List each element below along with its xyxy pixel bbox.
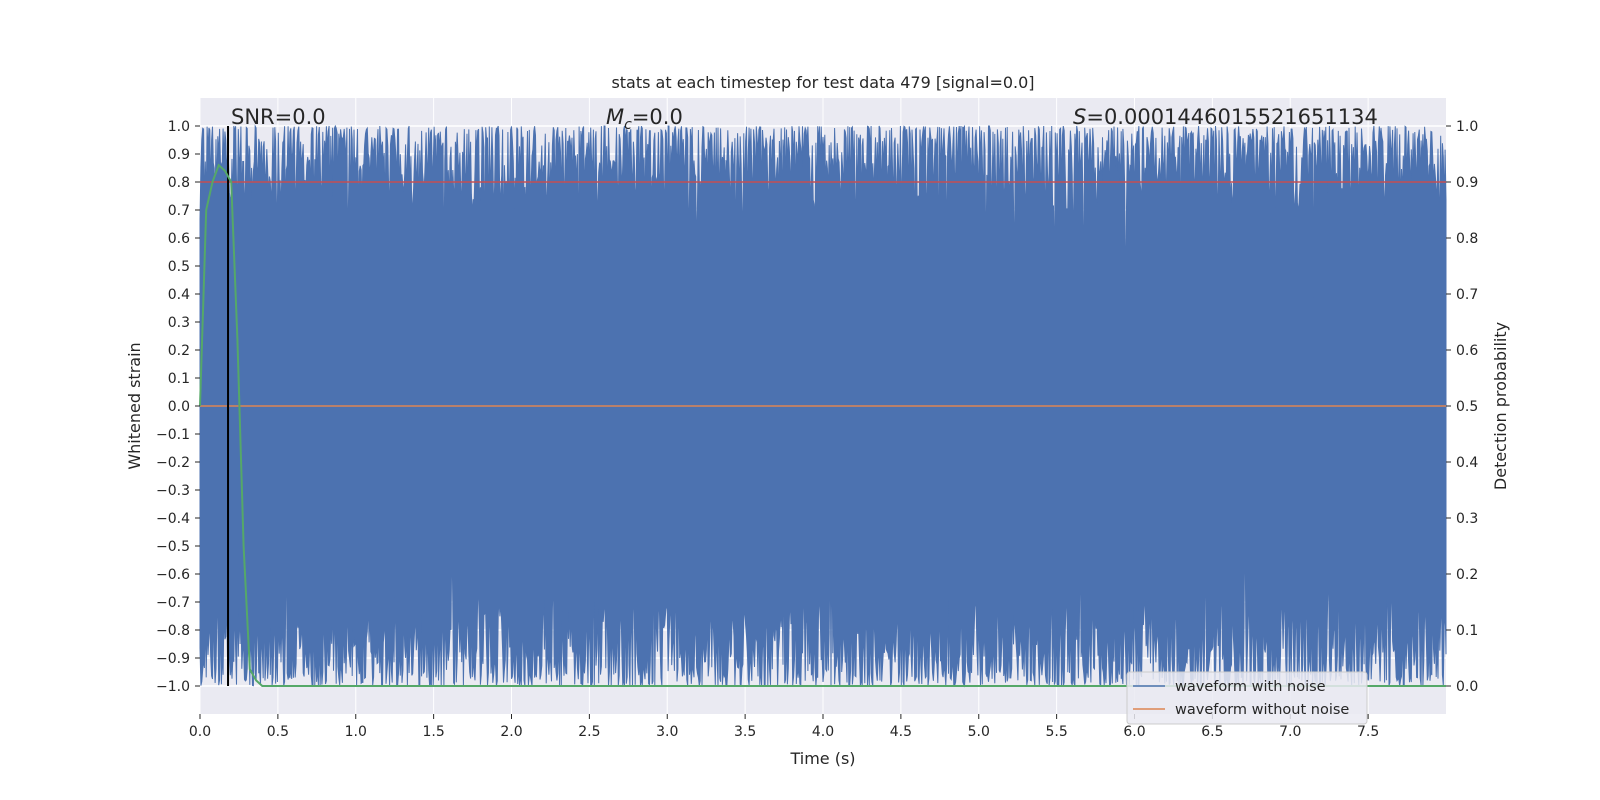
x-tick-label-12: 6.0 [1123,724,1145,740]
y-left-tick-label-7: 0.3 [168,315,190,331]
x-axis: 0.0 0.5 1.0 1.5 2.0 2.5 3.0 3.5 4.0 4.5 5.0 5.5 6.0 6… [189,714,1379,740]
overlays [199,126,1446,687]
right-axis-title: Detection probability [1491,322,1510,490]
x-tick-label-6: 3.0 [656,724,678,740]
x-tick-label-5: 2.5 [578,724,600,740]
x-tick-label-9: 4.5 [890,724,912,740]
mc-subscript: c [624,117,632,133]
chart-title: stats at each timestep for test data 479… [611,73,1034,92]
x-tick-label-15: 7.5 [1357,724,1379,740]
mc-symbol: M [606,105,624,129]
y-right-tick-label-0: 1.0 [1456,119,1478,135]
y-right-tick-label-9: 0.1 [1456,623,1478,639]
mc-value: =0.0 [632,105,683,129]
y-left-tick-label-2: 0.8 [168,175,190,191]
x-tick-label-7: 3.5 [734,724,756,740]
y-left-tick-label-15: −0.5 [156,539,190,555]
y-right-tick-label-3: 0.7 [1456,287,1478,303]
y-left-tick-label-8: 0.2 [168,343,190,359]
y-left-tick-label-20: −1.0 [156,679,190,695]
y-right-tick-label-2: 0.8 [1456,231,1478,247]
legend-box [1126,671,1368,725]
y-left-tick-label-11: −0.1 [156,427,190,443]
s-value: =0.0001446015521651134 [1086,105,1378,129]
x-tick-label-1: 0.5 [267,724,289,740]
x-tick-label-13: 6.5 [1201,724,1223,740]
x-tick-label-4: 2.0 [500,724,522,740]
mc-annotation: Mc=0.0 [606,105,683,133]
x-tick-label-14: 7.0 [1279,724,1301,740]
x-tick-label-0: 0.0 [189,724,211,740]
left-axis: 1.0 0.9 0.8 0.7 0.6 0.5 0.4 0.3 0.2 0.1 0.0 −0.1 −0.… [156,119,200,695]
y-left-tick-label-10: 0.0 [168,399,190,415]
y-left-tick-label-6: 0.4 [168,287,190,303]
y-left-tick-label-9: 0.1 [168,371,190,387]
y-left-tick-label-3: 0.7 [168,203,190,219]
legend-label-noise: waveform with noise [1175,679,1326,695]
snr-annotation: SNR=0.0 [231,105,326,129]
y-left-tick-label-12: −0.2 [156,455,190,471]
x-axis-title: Time (s) [789,749,855,768]
y-right-tick-label-1: 0.9 [1456,175,1478,191]
y-left-tick-label-0: 1.0 [168,119,190,135]
y-right-tick-label-7: 0.3 [1456,511,1478,527]
x-tick-label-10: 5.0 [968,724,990,740]
x-tick-label-3: 1.5 [422,724,444,740]
y-left-tick-label-5: 0.5 [168,259,190,275]
y-left-tick-label-19: −0.9 [156,651,190,667]
y-left-tick-label-1: 0.9 [168,147,190,163]
x-tick-label-8: 4.0 [812,724,834,740]
s-annotation: S=0.0001446015521651134 [1073,105,1378,129]
y-left-tick-label-17: −0.7 [156,595,190,611]
series-detection-probability [199,163,1446,687]
x-tick-label-11: 5.5 [1045,724,1067,740]
legend-label-clean: waveform without noise [1175,702,1349,718]
y-left-tick-label-4: 0.6 [168,231,190,247]
x-tick-label-2: 1.0 [345,724,367,740]
y-left-tick-label-16: −0.6 [156,567,190,583]
right-axis: 1.0 0.9 0.8 0.7 0.6 0.5 0.4 0.3 0.2 0.1 0.0 [1446,119,1478,695]
y-right-tick-label-4: 0.6 [1456,343,1478,359]
y-right-tick-label-5: 0.5 [1456,399,1478,415]
y-right-tick-label-8: 0.2 [1456,567,1478,583]
y-left-tick-label-14: −0.4 [156,511,190,527]
left-axis-title: Whitened strain [125,342,144,469]
y-right-tick-label-10: 0.0 [1456,679,1478,695]
y-left-tick-label-13: −0.3 [156,483,190,499]
y-left-tick-label-18: −0.8 [156,623,190,639]
s-symbol: S [1073,105,1086,129]
legend: waveform with noise waveform without noi… [1126,671,1368,725]
y-right-tick-label-6: 0.4 [1456,455,1478,471]
